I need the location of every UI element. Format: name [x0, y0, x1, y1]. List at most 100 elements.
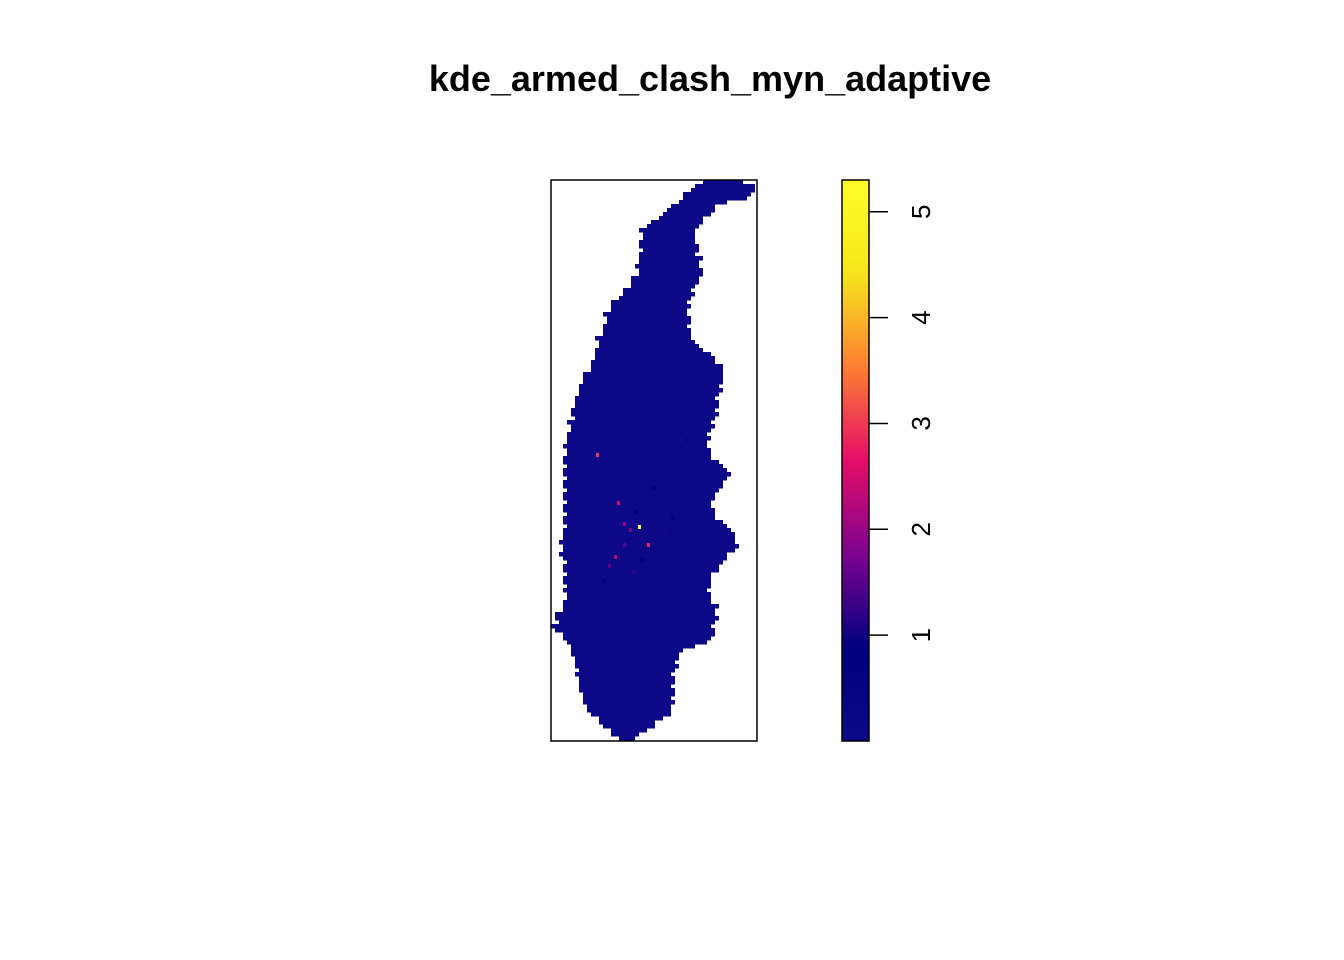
- raster-row: [595, 348, 703, 353]
- raster-row: [611, 304, 691, 309]
- raster-row: [563, 604, 719, 609]
- raster-row: [575, 400, 719, 405]
- raster-row: [639, 228, 695, 233]
- raster-row: [575, 416, 715, 421]
- raster-row: [563, 472, 731, 477]
- raster-row: [567, 640, 707, 645]
- raster-row: [575, 672, 671, 677]
- raster-row: [563, 532, 735, 537]
- raster-row: [603, 332, 691, 337]
- raster-row: [679, 200, 727, 205]
- density-cell: [686, 438, 689, 442]
- raster-row: [623, 288, 691, 293]
- density-cell: [635, 510, 638, 514]
- raster-row: [667, 208, 715, 213]
- raster-row: [575, 664, 679, 669]
- raster-row: [567, 512, 715, 517]
- raster-row: [579, 688, 675, 693]
- raster-row: [563, 516, 715, 521]
- raster-row: [559, 540, 735, 545]
- raster-row: [563, 496, 715, 501]
- raster-row: [595, 352, 711, 357]
- raster-row: [579, 684, 671, 689]
- raster-row: [583, 700, 675, 705]
- raster-row: [563, 632, 715, 637]
- raster-row: [639, 244, 699, 249]
- raster-row: [575, 396, 715, 401]
- raster-row: [643, 248, 699, 253]
- raster-row: [567, 476, 727, 481]
- raster-row: [575, 660, 675, 665]
- raster-row: [579, 388, 723, 393]
- raster-row: [563, 480, 723, 485]
- raster-row: [639, 272, 703, 277]
- raster-row: [591, 360, 715, 365]
- raster-row: [599, 716, 663, 721]
- raster-row: [583, 372, 723, 377]
- raster-row: [599, 720, 655, 725]
- raster-row: [591, 712, 671, 717]
- raster-row: [567, 572, 711, 577]
- chart-title: kde_armed_clash_myn_adaptive: [428, 58, 992, 99]
- raster-row: [611, 732, 639, 737]
- raster-row: [575, 404, 719, 409]
- density-cell: [602, 579, 605, 583]
- density-cell: [617, 501, 620, 505]
- raster-row: [579, 676, 675, 681]
- raster-row: [603, 724, 655, 729]
- raster-row: [579, 392, 719, 397]
- raster-row: [631, 284, 695, 289]
- raster-row: [583, 376, 723, 381]
- raster-row: [559, 552, 727, 557]
- raster-row: [571, 408, 715, 413]
- legend-tick-label: 1: [906, 628, 936, 642]
- raster-row: [651, 220, 703, 225]
- raster-row: [563, 548, 735, 553]
- raster-row: [579, 680, 675, 685]
- raster-row: [623, 292, 695, 297]
- raster-row: [567, 596, 711, 601]
- raster-row: [619, 296, 691, 301]
- raster-row: [563, 492, 715, 497]
- density-cell: [608, 564, 611, 568]
- raster-row: [567, 488, 719, 493]
- color-legend: 1 2 3 4 5: [841, 179, 936, 742]
- raster-row: [603, 328, 691, 333]
- density-cell: [623, 522, 626, 526]
- raster-row: [643, 236, 695, 241]
- raster-row: [567, 464, 723, 469]
- density-cell: [623, 543, 626, 547]
- raster-row: [583, 692, 675, 697]
- raster-row: [639, 260, 699, 265]
- raster-row: [563, 544, 739, 549]
- raster-row: [591, 368, 723, 373]
- raster-row: [639, 256, 703, 261]
- raster-row: [551, 624, 711, 629]
- legend-tick-label: 3: [906, 416, 936, 430]
- raster-row: [563, 504, 711, 509]
- density-cell: [596, 453, 599, 457]
- raster-row: [639, 240, 695, 245]
- raster-row: [587, 708, 671, 713]
- density-cell: [614, 555, 617, 559]
- raster-row: [555, 616, 719, 621]
- raster-row: [575, 656, 679, 661]
- raster-row: [563, 508, 715, 513]
- density-cell: [638, 525, 641, 529]
- raster-row: [683, 196, 747, 201]
- legend-colorbar: [841, 179, 870, 742]
- raster-row: [567, 448, 711, 453]
- density-raster: [551, 180, 755, 741]
- raster-row: [635, 264, 699, 269]
- raster-row: [571, 412, 719, 417]
- raster-row: [579, 668, 675, 673]
- raster-row: [659, 216, 703, 221]
- raster-row: [563, 536, 735, 541]
- raster-row: [563, 484, 723, 489]
- raster-row: [563, 444, 707, 449]
- raster-row: [571, 652, 679, 657]
- density-cell: [668, 531, 671, 535]
- raster-row: [563, 576, 711, 581]
- raster-row: [619, 736, 635, 741]
- raster-row: [611, 728, 647, 733]
